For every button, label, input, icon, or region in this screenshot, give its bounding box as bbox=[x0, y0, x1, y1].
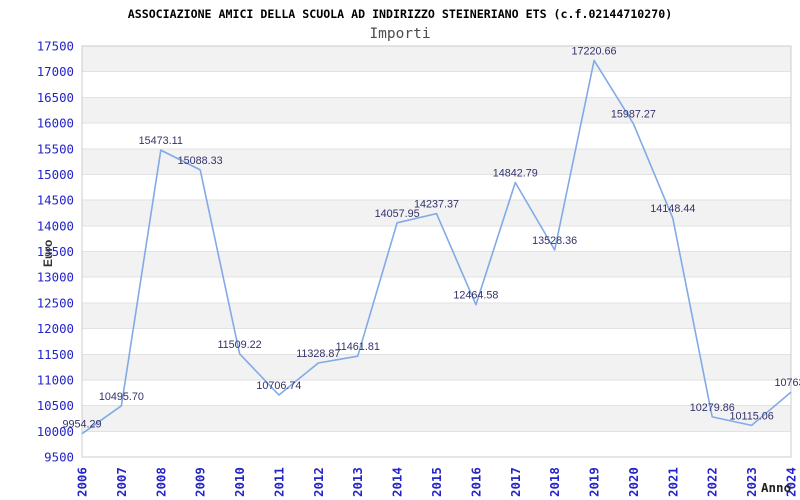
chart-title: ASSOCIAZIONE AMICI DELLA SCUOLA AD INDIR… bbox=[127, 7, 673, 21]
y-axis-tick-label: 14000 bbox=[37, 218, 74, 233]
data-point-label: 9954.29 bbox=[62, 419, 101, 431]
data-point-label: 10706.74 bbox=[256, 380, 301, 392]
y-axis-tick-label: 12500 bbox=[37, 295, 74, 310]
plot-band bbox=[82, 97, 791, 124]
x-axis-tick-label: 2022 bbox=[705, 467, 720, 497]
y-axis-tick-label: 15500 bbox=[37, 141, 74, 156]
y-axis-tick-label: 17500 bbox=[37, 39, 74, 54]
y-axis-tick-label: 16000 bbox=[37, 116, 74, 131]
x-axis-tick-label: 2017 bbox=[508, 467, 523, 497]
y-axis-tick-label: 13000 bbox=[37, 270, 74, 285]
x-axis-tick-label: 2006 bbox=[75, 467, 90, 497]
y-axis-tick-label: 11500 bbox=[37, 347, 74, 362]
x-axis-tick-label: 2012 bbox=[311, 467, 326, 497]
data-point-label: 14148.44 bbox=[650, 203, 695, 215]
x-axis-tick-label: 2010 bbox=[232, 467, 247, 497]
y-axis-tick-label: 12000 bbox=[37, 321, 74, 336]
chart-subtitle: Importi bbox=[369, 26, 431, 42]
x-axis-tick-label: 2020 bbox=[626, 467, 641, 497]
data-point-label: 15088.33 bbox=[178, 155, 223, 167]
data-point-label: 13528.36 bbox=[532, 235, 577, 247]
y-axis-tick-label: 10500 bbox=[37, 398, 74, 413]
y-axis-tick-label: 17000 bbox=[37, 64, 74, 79]
data-point-label: 14237.37 bbox=[414, 199, 459, 211]
data-point-label: 11328.87 bbox=[296, 348, 340, 360]
data-point-label: 11509.22 bbox=[217, 339, 261, 351]
plot-band bbox=[82, 251, 791, 278]
x-axis-tick-label: 2009 bbox=[193, 467, 208, 497]
x-axis-tick-label: 2013 bbox=[350, 467, 365, 497]
x-axis-tick-label: 2007 bbox=[114, 467, 129, 497]
x-axis-title: Anno bbox=[761, 480, 791, 495]
data-point-label: 10279.86 bbox=[690, 402, 735, 414]
plot-border bbox=[81, 45, 792, 458]
y-axis-tick-label: 16500 bbox=[37, 90, 74, 105]
y-axis-title: Euro bbox=[41, 240, 55, 267]
data-point-label: 15987.27 bbox=[611, 109, 656, 121]
x-axis-tick-label: 2018 bbox=[547, 467, 562, 497]
data-point-label: 14057.95 bbox=[375, 208, 420, 220]
x-axis-tick-label: 2015 bbox=[429, 467, 444, 497]
plot-band bbox=[82, 405, 791, 432]
y-axis-tick-label: 13500 bbox=[37, 244, 74, 259]
x-axis-tick-label: 2014 bbox=[390, 467, 405, 497]
x-axis-tick-label: 2011 bbox=[271, 467, 286, 497]
y-axis-tick-label: 10000 bbox=[37, 424, 74, 439]
x-axis-tick-label: 2024 bbox=[784, 467, 799, 497]
data-point-label: 10495.70 bbox=[99, 391, 144, 403]
plot-band bbox=[82, 354, 791, 380]
y-axis-tick-label: 11000 bbox=[37, 372, 74, 387]
y-axis-tick-label: 14500 bbox=[37, 193, 74, 208]
data-point-label: 12464.58 bbox=[453, 290, 498, 302]
y-axis-tick-label: 9500 bbox=[44, 450, 74, 465]
data-point-label: 10115.06 bbox=[729, 410, 773, 422]
x-axis-tick-label: 2023 bbox=[744, 467, 759, 497]
data-point-label: 14842.79 bbox=[493, 168, 538, 180]
x-axis-tick-label: 2008 bbox=[153, 467, 168, 497]
x-axis-tick-label: 2016 bbox=[468, 467, 483, 497]
data-point-label: 17220.66 bbox=[572, 45, 617, 57]
x-axis-tick-label: 2019 bbox=[587, 467, 602, 497]
plot-band bbox=[82, 46, 791, 72]
y-axis-tick-label: 15000 bbox=[37, 167, 74, 182]
data-point-label: 15473.11 bbox=[139, 135, 183, 147]
plot-band bbox=[82, 302, 791, 329]
data-point-label: 10763. bbox=[774, 377, 800, 389]
importi-line bbox=[81, 59, 792, 435]
x-axis-tick-label: 2021 bbox=[665, 467, 680, 497]
data-point-label: 11461.81 bbox=[336, 341, 380, 353]
